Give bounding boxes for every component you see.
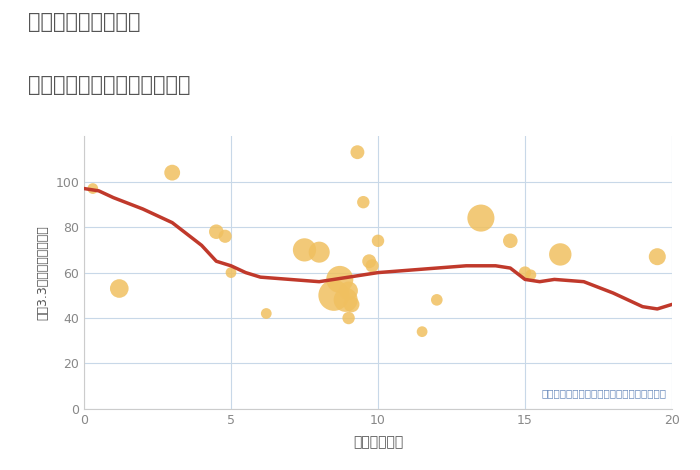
Point (260, 310, 272, 317)
Point (328, 291, 339, 299)
Point (367, 262, 378, 270)
Point (88, 185, 99, 192)
Point (363, 258, 374, 265)
Point (299, 246, 310, 254)
Point (334, 275, 345, 283)
Point (505, 237, 516, 244)
Point (352, 149, 363, 156)
Point (358, 198, 369, 206)
Point (475, 214, 486, 222)
Point (220, 233, 231, 240)
Text: 岐阜県関市富之保の: 岐阜県関市富之保の (28, 12, 141, 32)
Y-axis label: 坪（3.3㎡）単価（万円）: 坪（3.3㎡）単価（万円） (36, 225, 50, 320)
Point (343, 314, 354, 322)
Point (225, 269, 237, 276)
Point (340, 296, 351, 304)
Point (519, 269, 531, 276)
Point (372, 237, 384, 244)
Text: 駅距離別中古マンション価格: 駅距離別中古マンション価格 (28, 75, 190, 95)
X-axis label: 駅距離（分）: 駅距離（分） (353, 435, 403, 449)
Point (314, 248, 325, 256)
Text: 円の大きさは、取引のあった物件面積を示す: 円の大きさは、取引のあった物件面積を示す (541, 388, 666, 398)
Point (554, 251, 566, 258)
Point (167, 169, 178, 176)
Point (113, 285, 125, 292)
Point (211, 228, 222, 235)
Point (416, 328, 428, 336)
Point (652, 253, 663, 260)
Point (431, 296, 442, 304)
Point (525, 271, 536, 279)
Point (346, 301, 357, 308)
Point (343, 287, 354, 295)
